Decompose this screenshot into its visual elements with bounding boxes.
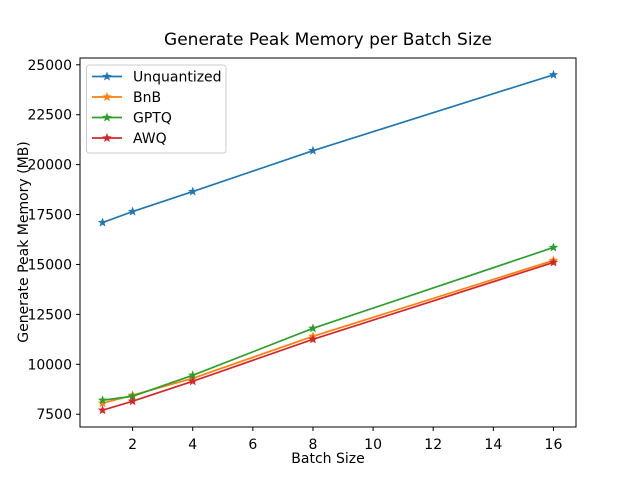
x-tick-label: 12 — [424, 437, 442, 453]
series-line-gptq — [102, 246, 554, 402]
y-tick-label: 20000 — [27, 158, 72, 174]
legend-box — [86, 64, 227, 154]
x-tick-label: 16 — [545, 437, 563, 453]
y-axis-label: Generate Peak Memory (MB) — [16, 141, 32, 343]
legend-marker-unquantized — [102, 71, 112, 81]
x-tick-label: 8 — [309, 437, 318, 453]
data-point-marker-unquantized — [97, 217, 108, 227]
legend-entry-bnb: BnB — [92, 90, 161, 106]
legend-label-bnb: BnB — [133, 90, 161, 106]
chart-title: Generate Peak Memory per Batch Size — [164, 30, 492, 50]
data-point-marker-gptq — [548, 242, 559, 252]
y-tick-label: 15000 — [27, 257, 72, 273]
axes: 2 4 6 8 10 12 14 16 7500 10000 12500 15000 17500 2000… — [27, 57, 577, 453]
y-tick-label: 10000 — [27, 357, 72, 373]
series-awq — [97, 257, 559, 415]
data-point-marker-awq — [548, 257, 559, 267]
data-point-marker-awq — [187, 376, 198, 386]
data-point-marker-awq — [127, 396, 138, 406]
y-tick-label: 25000 — [27, 58, 72, 74]
series-gptq — [97, 242, 559, 405]
x-tick-label: 14 — [484, 437, 502, 453]
series-line-bnb — [102, 259, 554, 405]
data-point-marker-gptq — [187, 370, 198, 380]
legend-entry-awq: AWQ — [92, 131, 167, 147]
data-point-marker-awq — [308, 334, 318, 344]
legend: Unquantized BnB GPTQ AWQ — [86, 64, 227, 154]
data-point-marker-gptq — [127, 391, 138, 401]
data-point-marker-unquantized — [187, 186, 198, 196]
plot-frame — [79, 57, 577, 428]
x-tick-label: 4 — [188, 437, 197, 453]
y-tick-label: 12500 — [27, 307, 72, 323]
data-point-marker-bnb — [97, 398, 108, 408]
data-point-marker-unquantized — [308, 145, 318, 155]
data-point-marker-unquantized — [127, 206, 138, 216]
data-point-marker-gptq — [308, 323, 318, 333]
legend-label-gptq: GPTQ — [133, 111, 172, 127]
legend-marker-gptq — [102, 112, 112, 122]
series-group — [97, 69, 559, 415]
x-tick-label: 6 — [248, 437, 257, 453]
legend-marker-bnb — [102, 92, 112, 102]
data-point-marker-gptq — [97, 395, 108, 405]
x-axis-label: Batch Size — [291, 451, 364, 467]
series-line-awq — [102, 261, 554, 412]
data-point-marker-unquantized — [548, 69, 559, 79]
data-point-marker-awq — [97, 405, 108, 415]
legend-entry-gptq: GPTQ — [92, 111, 172, 127]
series-unquantized — [97, 69, 559, 227]
legend-marker-awq — [102, 133, 112, 143]
legend-entry-unquantized: Unquantized — [92, 70, 222, 86]
x-tick-label: 10 — [364, 437, 382, 453]
y-tick-label: 22500 — [27, 108, 72, 124]
y-tick-label: 7500 — [36, 407, 72, 423]
x-tick-label: 2 — [128, 437, 137, 453]
legend-label-awq: AWQ — [133, 131, 167, 147]
y-tick-label: 17500 — [27, 208, 72, 224]
legend-label-unquantized: Unquantized — [133, 70, 222, 86]
